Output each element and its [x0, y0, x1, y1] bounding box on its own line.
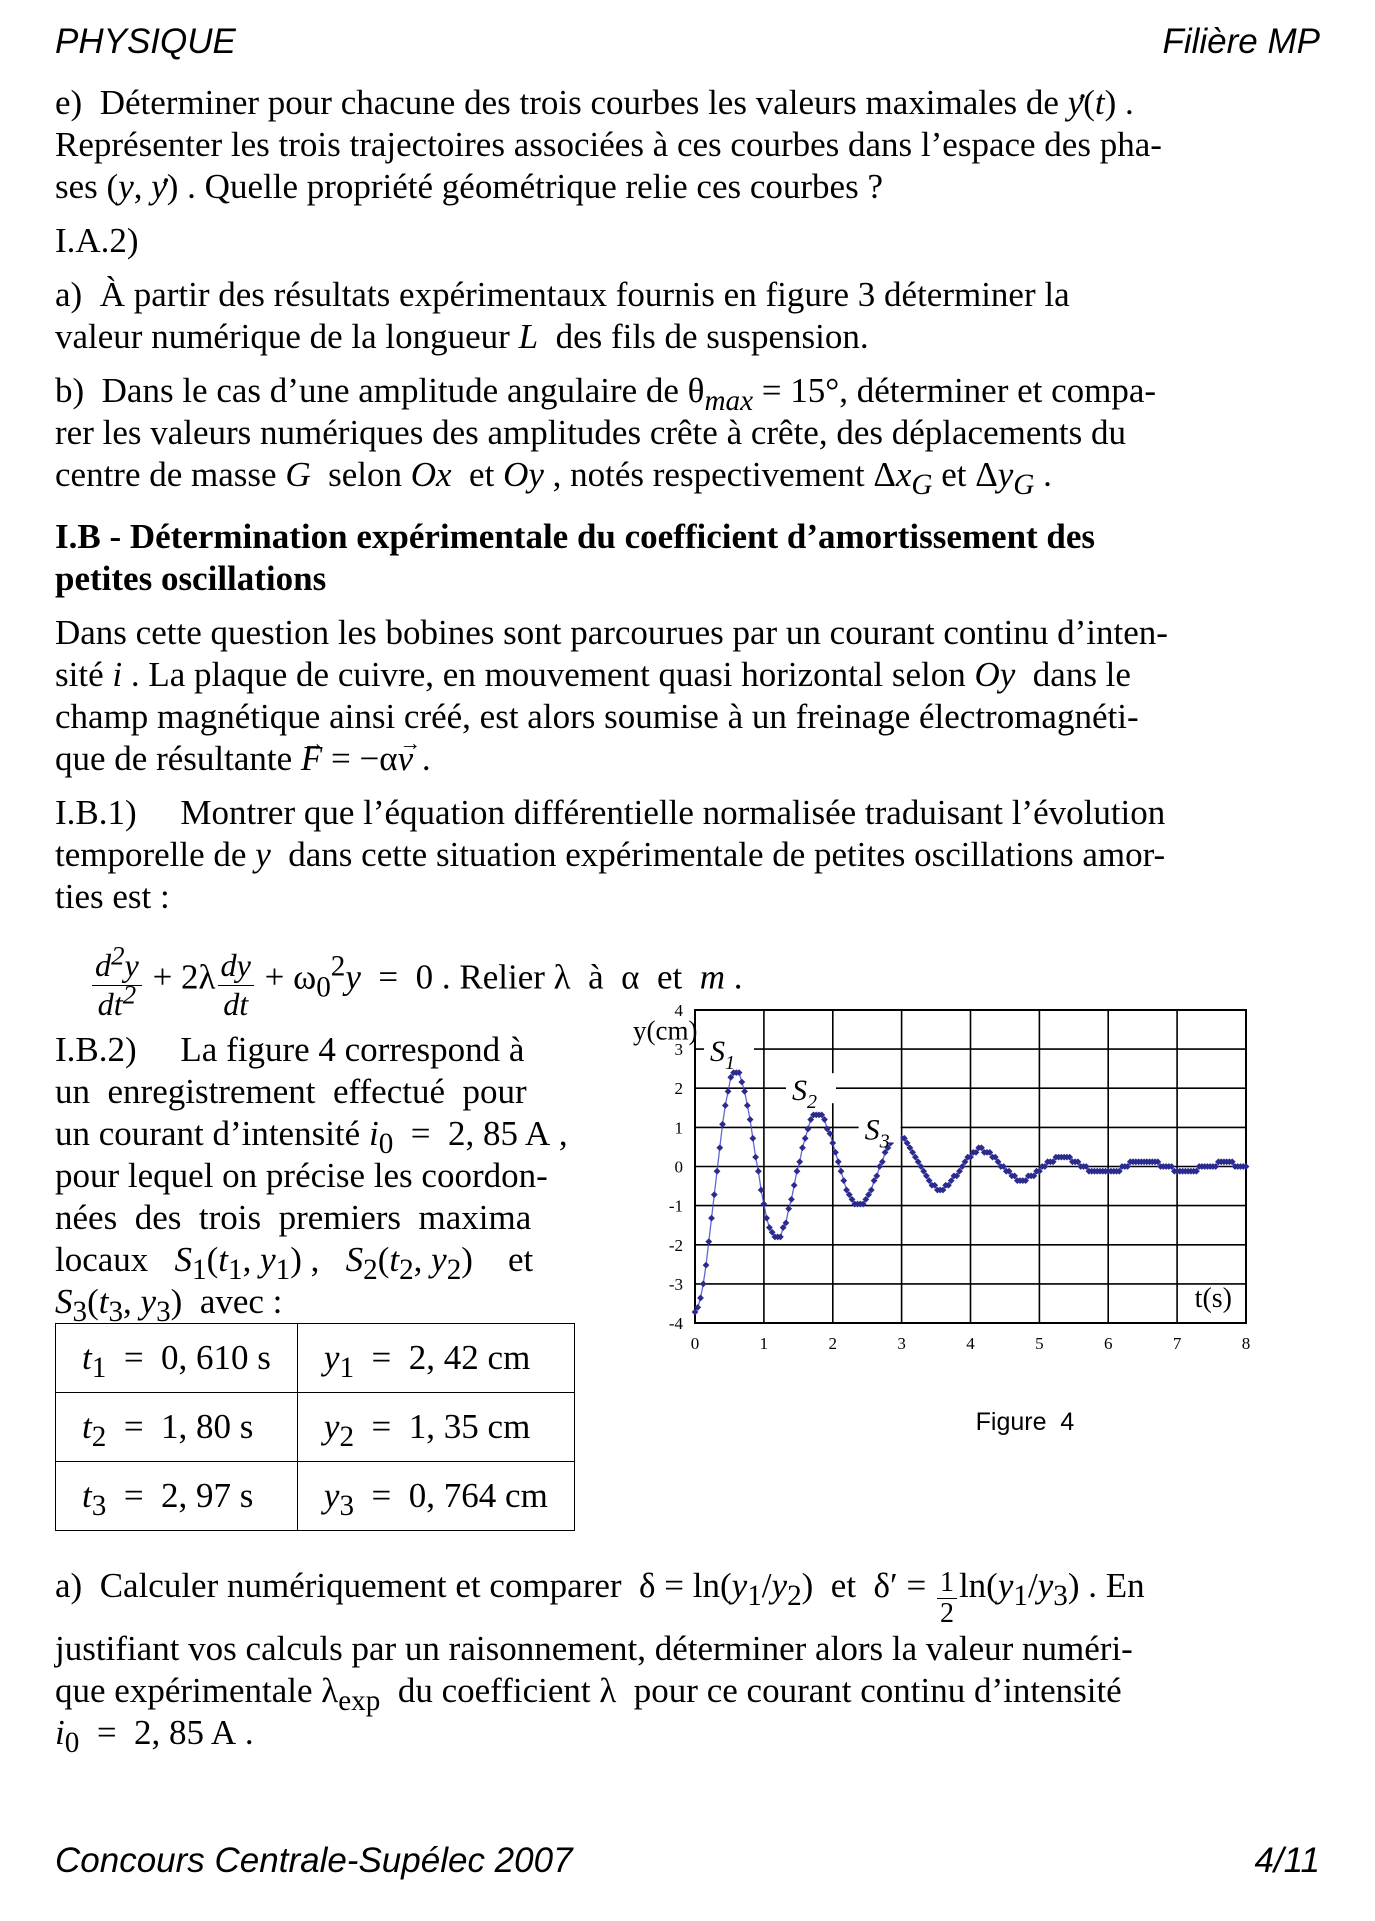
svg-text:-4: -4 — [669, 1314, 684, 1333]
svg-text:8: 8 — [1242, 1334, 1251, 1353]
svg-text:0: 0 — [675, 1157, 684, 1176]
svg-text:2: 2 — [829, 1334, 838, 1353]
svg-text:-1: -1 — [669, 1196, 683, 1215]
svg-text:1: 1 — [675, 1118, 684, 1137]
svg-text:1: 1 — [760, 1334, 769, 1353]
svg-text:5: 5 — [1035, 1334, 1044, 1353]
svg-text:3: 3 — [897, 1334, 906, 1353]
svg-text:2: 2 — [675, 1079, 684, 1098]
svg-text:6: 6 — [1104, 1334, 1113, 1353]
svg-text:4: 4 — [966, 1334, 975, 1353]
svg-text:t(s): t(s) — [1195, 1283, 1232, 1314]
svg-text:-2: -2 — [669, 1235, 683, 1254]
svg-text:y(cm): y(cm) — [633, 1015, 697, 1045]
svg-text:-3: -3 — [669, 1275, 683, 1294]
svg-text:0: 0 — [691, 1334, 700, 1353]
svg-text:7: 7 — [1173, 1334, 1182, 1353]
